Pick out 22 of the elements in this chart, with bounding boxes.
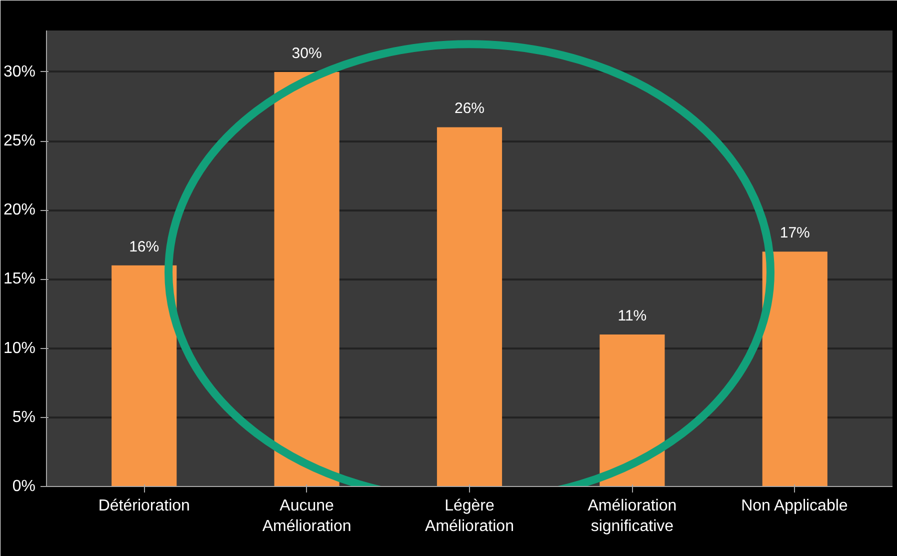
bar <box>436 127 502 486</box>
bar <box>112 265 177 486</box>
x-tick-label: Aucune Amélioration <box>262 498 352 535</box>
data-label: 26% <box>454 100 485 118</box>
x-tick-label: Amélioration significative <box>588 498 677 535</box>
data-label: 30% <box>292 44 322 62</box>
data-label: 16% <box>129 238 160 256</box>
bar <box>600 334 665 486</box>
x-tick-label: Détérioration <box>98 498 190 514</box>
data-label: 17% <box>780 224 810 242</box>
bar <box>762 252 828 486</box>
y-tick-label: 15% <box>3 270 36 288</box>
y-tick-label: 25% <box>3 132 36 150</box>
y-tick-label: 0% <box>12 478 36 495</box>
y-tick-label: 20% <box>3 202 36 219</box>
data-label: 11% <box>618 308 647 324</box>
y-tick-label: 5% <box>12 408 36 426</box>
bar <box>274 72 340 486</box>
y-tick-label: 30% <box>3 63 36 80</box>
y-tick-label: 10% <box>3 340 36 357</box>
x-tick-label: Légère Amélioration <box>425 498 514 535</box>
x-tick-label: Non Applicable <box>741 498 848 514</box>
